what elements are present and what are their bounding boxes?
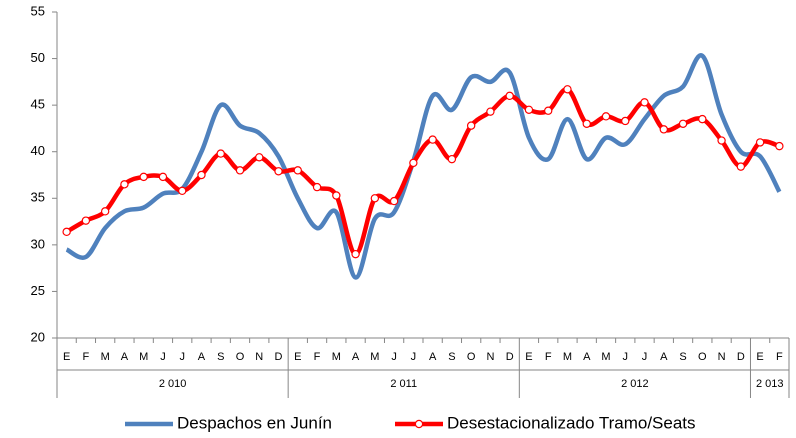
marker — [582, 119, 591, 128]
marker — [389, 196, 399, 206]
marker — [351, 249, 360, 259]
x-tick-label: J — [623, 351, 629, 363]
marker — [544, 106, 553, 115]
marker — [717, 136, 726, 145]
marker — [216, 149, 225, 158]
x-tick-label: J — [160, 351, 166, 363]
x-tick-label: N — [718, 351, 726, 363]
marker — [601, 112, 611, 121]
x-tick-label: A — [198, 351, 206, 363]
group-label: 2 012 — [621, 378, 649, 390]
x-tick-label: F — [314, 351, 321, 363]
x-tick-label: A — [429, 351, 437, 363]
marker — [370, 194, 380, 203]
x-tick-label: S — [217, 351, 224, 363]
x-tick-label: O — [698, 351, 707, 363]
marker — [775, 141, 784, 151]
y-tick-label: 30 — [31, 236, 45, 251]
x-tick-label: A — [583, 351, 591, 363]
y-tick-label: 45 — [31, 97, 45, 112]
marker — [736, 162, 746, 171]
x-tick-label: J — [411, 351, 417, 363]
series-line — [65, 53, 782, 280]
marker — [197, 170, 206, 180]
y-tick-label: 25 — [31, 283, 45, 298]
x-tick-label: A — [121, 351, 129, 363]
marker — [274, 167, 283, 176]
marker — [158, 172, 168, 182]
marker — [621, 116, 630, 126]
x-tick-label: N — [486, 351, 494, 363]
marker — [466, 121, 476, 130]
group-label: 2 010 — [159, 378, 187, 390]
x-tick-label: J — [391, 351, 397, 363]
x-tick-label: E — [756, 351, 763, 363]
x-tick-label: M — [139, 351, 148, 363]
x-tick-label: A — [352, 351, 360, 363]
y-tick-label: 55 — [31, 3, 45, 18]
y-tick-label: 20 — [31, 329, 45, 344]
y-tick-label: 35 — [31, 190, 45, 205]
y-tick-label: 40 — [31, 143, 45, 158]
marker — [100, 207, 110, 216]
marker — [659, 125, 668, 134]
x-tick-label: J — [179, 351, 185, 363]
marker — [640, 98, 649, 107]
x-tick-label: M — [563, 351, 572, 363]
x-tick-label: M — [332, 351, 341, 363]
group-label: 2 013 — [756, 378, 784, 390]
x-tick-label: O — [236, 351, 245, 363]
marker — [81, 216, 91, 225]
marker — [235, 166, 245, 175]
group-label: 2 011 — [390, 378, 417, 390]
marker — [178, 186, 187, 196]
x-tick-label: S — [448, 351, 455, 363]
marker — [755, 138, 765, 147]
x-tick-label: O — [467, 351, 476, 363]
legend-marker — [414, 419, 424, 429]
x-tick-label: D — [275, 351, 283, 363]
marker — [524, 105, 534, 115]
x-tick-label: M — [601, 351, 610, 363]
x-tick-label: D — [506, 351, 514, 363]
y-tick-label: 50 — [31, 50, 45, 65]
marker — [486, 107, 495, 116]
x-tick-label: E — [525, 351, 532, 363]
x-tick-label: E — [63, 351, 70, 363]
x-tick-label: S — [679, 351, 686, 363]
legend-label: Desestacionalizado Tramo/Seats — [447, 413, 696, 432]
marker — [62, 227, 71, 237]
x-tick-label: M — [101, 351, 110, 363]
legend-label: Despachos en Junín — [177, 413, 332, 432]
x-tick-label: F — [545, 351, 552, 363]
x-tick-label: J — [642, 351, 648, 363]
marker — [447, 154, 457, 164]
series-line — [65, 87, 781, 257]
x-tick-label: D — [737, 351, 745, 363]
x-tick-label: F — [83, 351, 90, 363]
x-tick-label: N — [255, 351, 263, 363]
marker — [139, 172, 148, 182]
marker — [255, 153, 264, 162]
marker — [505, 91, 514, 101]
marker — [293, 166, 302, 175]
marker — [312, 182, 322, 192]
x-tick-label: M — [370, 351, 379, 363]
marker — [409, 158, 418, 168]
marker — [698, 114, 707, 124]
marker — [120, 180, 129, 189]
marker — [563, 85, 572, 94]
x-tick-label: A — [660, 351, 668, 363]
marker — [428, 135, 437, 144]
marker — [678, 119, 688, 128]
marker — [332, 191, 341, 200]
x-tick-label: E — [294, 351, 301, 363]
x-tick-label: F — [776, 351, 783, 363]
